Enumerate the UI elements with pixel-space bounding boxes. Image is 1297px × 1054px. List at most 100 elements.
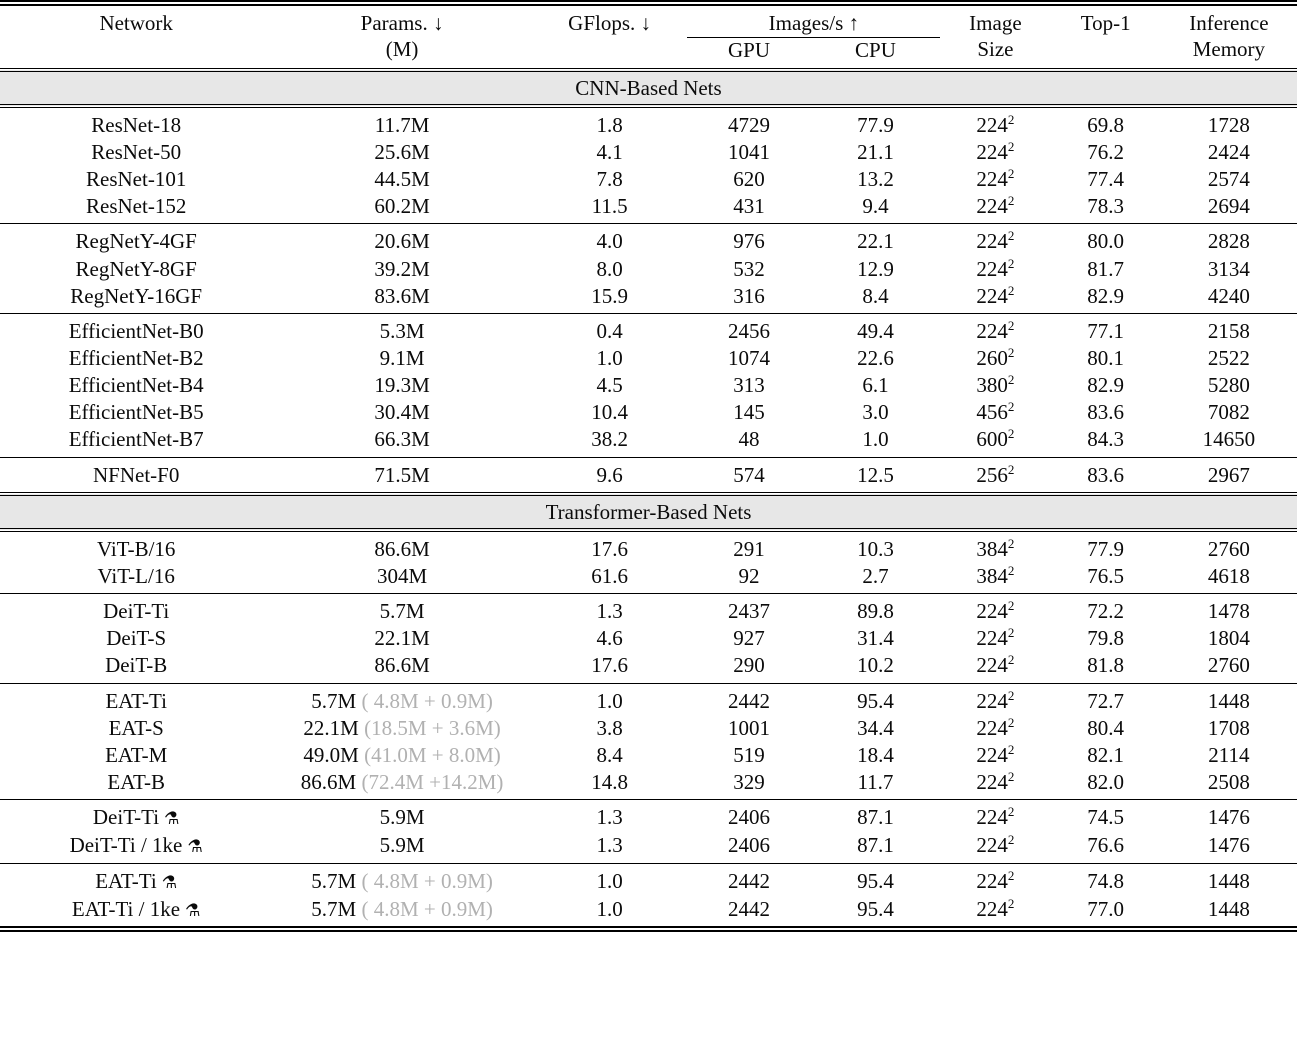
- inference-memory-value: 1448: [1207, 896, 1250, 921]
- top1-accuracy-value: 80.0: [1087, 229, 1125, 254]
- inference-memory-value: 2424: [1207, 140, 1250, 165]
- gflops-value: 1.8: [596, 112, 623, 137]
- cpu-images-per-s-value: 87.1: [857, 805, 894, 830]
- top1-accuracy-value: 82.0: [1087, 770, 1125, 795]
- cpu-images-per-s-value: 10.3: [857, 536, 894, 561]
- col-header-memory-line2: Memory: [1192, 37, 1266, 62]
- cpu-images-per-s-value: 77.9: [857, 112, 894, 137]
- top1-accuracy-value: 76.2: [1087, 140, 1125, 165]
- gpu-images-per-s-value: 620: [733, 167, 765, 192]
- inference-memory-value: 2508: [1207, 770, 1250, 795]
- image-size-exponent: 2: [1007, 461, 1015, 477]
- network-name: EAT-Ti / 1ke: [71, 896, 181, 921]
- gflops-value: 9.6: [596, 462, 623, 487]
- image-size-exponent: 2: [1007, 895, 1015, 911]
- image-size-value: 224: [976, 112, 1008, 137]
- network-name: ResNet-101: [86, 167, 187, 192]
- image-size-exponent: 2: [1007, 372, 1015, 388]
- section-band-label: CNN-Based Nets: [0, 69, 1297, 106]
- col-header-gpu: GPU: [728, 37, 771, 62]
- cpu-images-per-s-value: 3.0: [862, 400, 889, 425]
- gflops-value: 4.1: [596, 140, 623, 165]
- gpu-images-per-s-value: 976: [733, 229, 765, 254]
- cpu-images-per-s-value: 1.0: [862, 427, 889, 452]
- image-size-exponent: 2: [1007, 535, 1015, 551]
- params-value: 60.2M: [374, 194, 430, 219]
- inference-memory-value: 2760: [1207, 653, 1250, 678]
- params-value: 5.9M: [379, 805, 425, 830]
- cpu-images-per-s-value: 49.4: [857, 318, 894, 343]
- col-header-network-spacer: [0, 37, 272, 70]
- params-value: 9.1M: [379, 346, 425, 371]
- table-row: DeiT-S 22.1M 4.6 927 31.4 2242 79.8 1804: [0, 625, 1297, 652]
- top1-accuracy-value: 81.7: [1087, 256, 1125, 281]
- gpu-images-per-s-value: 313: [733, 373, 765, 398]
- image-size-exponent: 2: [1007, 317, 1015, 333]
- gpu-images-per-s-value: 2456: [728, 318, 770, 343]
- top1-accuracy-value: 82.9: [1087, 283, 1125, 308]
- image-size-exponent: 2: [1007, 111, 1015, 127]
- gflops-value: 1.0: [596, 896, 623, 921]
- image-size-exponent: 2: [1007, 193, 1015, 209]
- top1-accuracy-value: 76.6: [1087, 833, 1125, 858]
- table-row: ResNet-152 60.2M 11.5 431 9.4 2242 78.3 …: [0, 193, 1297, 224]
- inference-memory-value: 1448: [1207, 688, 1250, 713]
- cpu-images-per-s-value: 13.2: [857, 167, 894, 192]
- image-size-exponent: 2: [1007, 741, 1015, 757]
- network-name: NFNet-F0: [93, 462, 180, 487]
- table-row: EAT-Ti ⚗ 5.7M ( 4.8M + 0.9M) 1.0 2442 95.…: [0, 863, 1297, 895]
- network-name: EfficientNet-B5: [68, 400, 204, 425]
- gflops-value: 3.8: [596, 715, 623, 740]
- table-row: ViT-L/16 304M 61.6 92 2.7 3842 76.5 4618: [0, 563, 1297, 594]
- cpu-images-per-s-value: 89.8: [857, 599, 894, 624]
- table-row: ViT-B/16 86.6M 17.6 291 10.3 3842 77.9 2…: [0, 530, 1297, 563]
- gpu-images-per-s-value: 532: [733, 256, 765, 281]
- table-row: EfficientNet-B5 30.4M 10.4 145 3.0 4562 …: [0, 399, 1297, 426]
- row-group: EAT-Ti 5.7M ( 4.8M + 0.9M) 1.0 2442 95.4…: [0, 683, 1297, 800]
- cpu-images-per-s-value: 22.1: [857, 229, 894, 254]
- cpu-images-per-s-value: 95.4: [857, 869, 894, 894]
- gpu-images-per-s-value: 291: [733, 536, 765, 561]
- inference-memory-value: 2522: [1207, 346, 1250, 371]
- params-value: 39.2M: [374, 256, 430, 281]
- image-size-value: 224: [976, 770, 1008, 795]
- network-name: ViT-B/16: [96, 536, 176, 561]
- section-band-row: CNN-Based Nets: [0, 69, 1297, 106]
- params-breakdown: (18.5M + 3.6M): [358, 715, 501, 740]
- image-size-exponent: 2: [1007, 652, 1015, 668]
- inference-memory-value: 1728: [1207, 112, 1250, 137]
- gpu-images-per-s-value: 2406: [728, 833, 770, 858]
- gflops-value: 17.6: [591, 653, 628, 678]
- image-size-exponent: 2: [1007, 714, 1015, 730]
- row-group: ResNet-18 11.7M 1.8 4729 77.9 2242 69.8 …: [0, 106, 1297, 224]
- image-size-value: 224: [976, 229, 1008, 254]
- col-header-top1: Top-1: [1080, 11, 1131, 35]
- col-header-images-per-s: Images/s ↑: [687, 3, 941, 38]
- inference-memory-value: 4618: [1207, 564, 1250, 589]
- top1-accuracy-value: 74.5: [1087, 805, 1125, 830]
- params-value: 25.6M: [374, 140, 430, 165]
- gpu-images-per-s-value: 1074: [728, 346, 770, 371]
- network-name: EfficientNet-B0: [68, 318, 204, 343]
- top1-accuracy-value: 78.3: [1087, 194, 1125, 219]
- inference-memory-value: 1476: [1207, 805, 1250, 830]
- col-header-memory-line1: Inference: [1189, 11, 1269, 35]
- network-name: RegNetY-4GF: [75, 229, 197, 254]
- image-size-value: 224: [976, 194, 1008, 219]
- alembic-icon: ⚗: [185, 900, 201, 921]
- image-size-value: 224: [976, 283, 1008, 308]
- top1-accuracy-value: 83.6: [1087, 400, 1125, 425]
- gpu-images-per-s-value: 329: [733, 770, 765, 795]
- network-name: ResNet-152: [86, 194, 187, 219]
- col-header-gflops-spacer: [532, 37, 688, 70]
- cpu-images-per-s-value: 8.4: [862, 283, 889, 308]
- alembic-icon: ⚗: [161, 872, 178, 893]
- cpu-images-per-s-value: 34.4: [857, 715, 894, 740]
- gflops-value: 8.0: [596, 256, 623, 281]
- gflops-value: 1.0: [596, 869, 623, 894]
- gpu-images-per-s-value: 1001: [728, 715, 770, 740]
- table-header: Network Params. ↓ GFlops. ↓ Images/s ↑ I…: [0, 3, 1297, 70]
- table-row: DeiT-Ti ⚗ 5.9M 1.3 2406 87.1 2242 74.5 14…: [0, 800, 1297, 832]
- cpu-images-per-s-value: 11.7: [857, 770, 894, 795]
- image-size-exponent: 2: [1007, 563, 1015, 579]
